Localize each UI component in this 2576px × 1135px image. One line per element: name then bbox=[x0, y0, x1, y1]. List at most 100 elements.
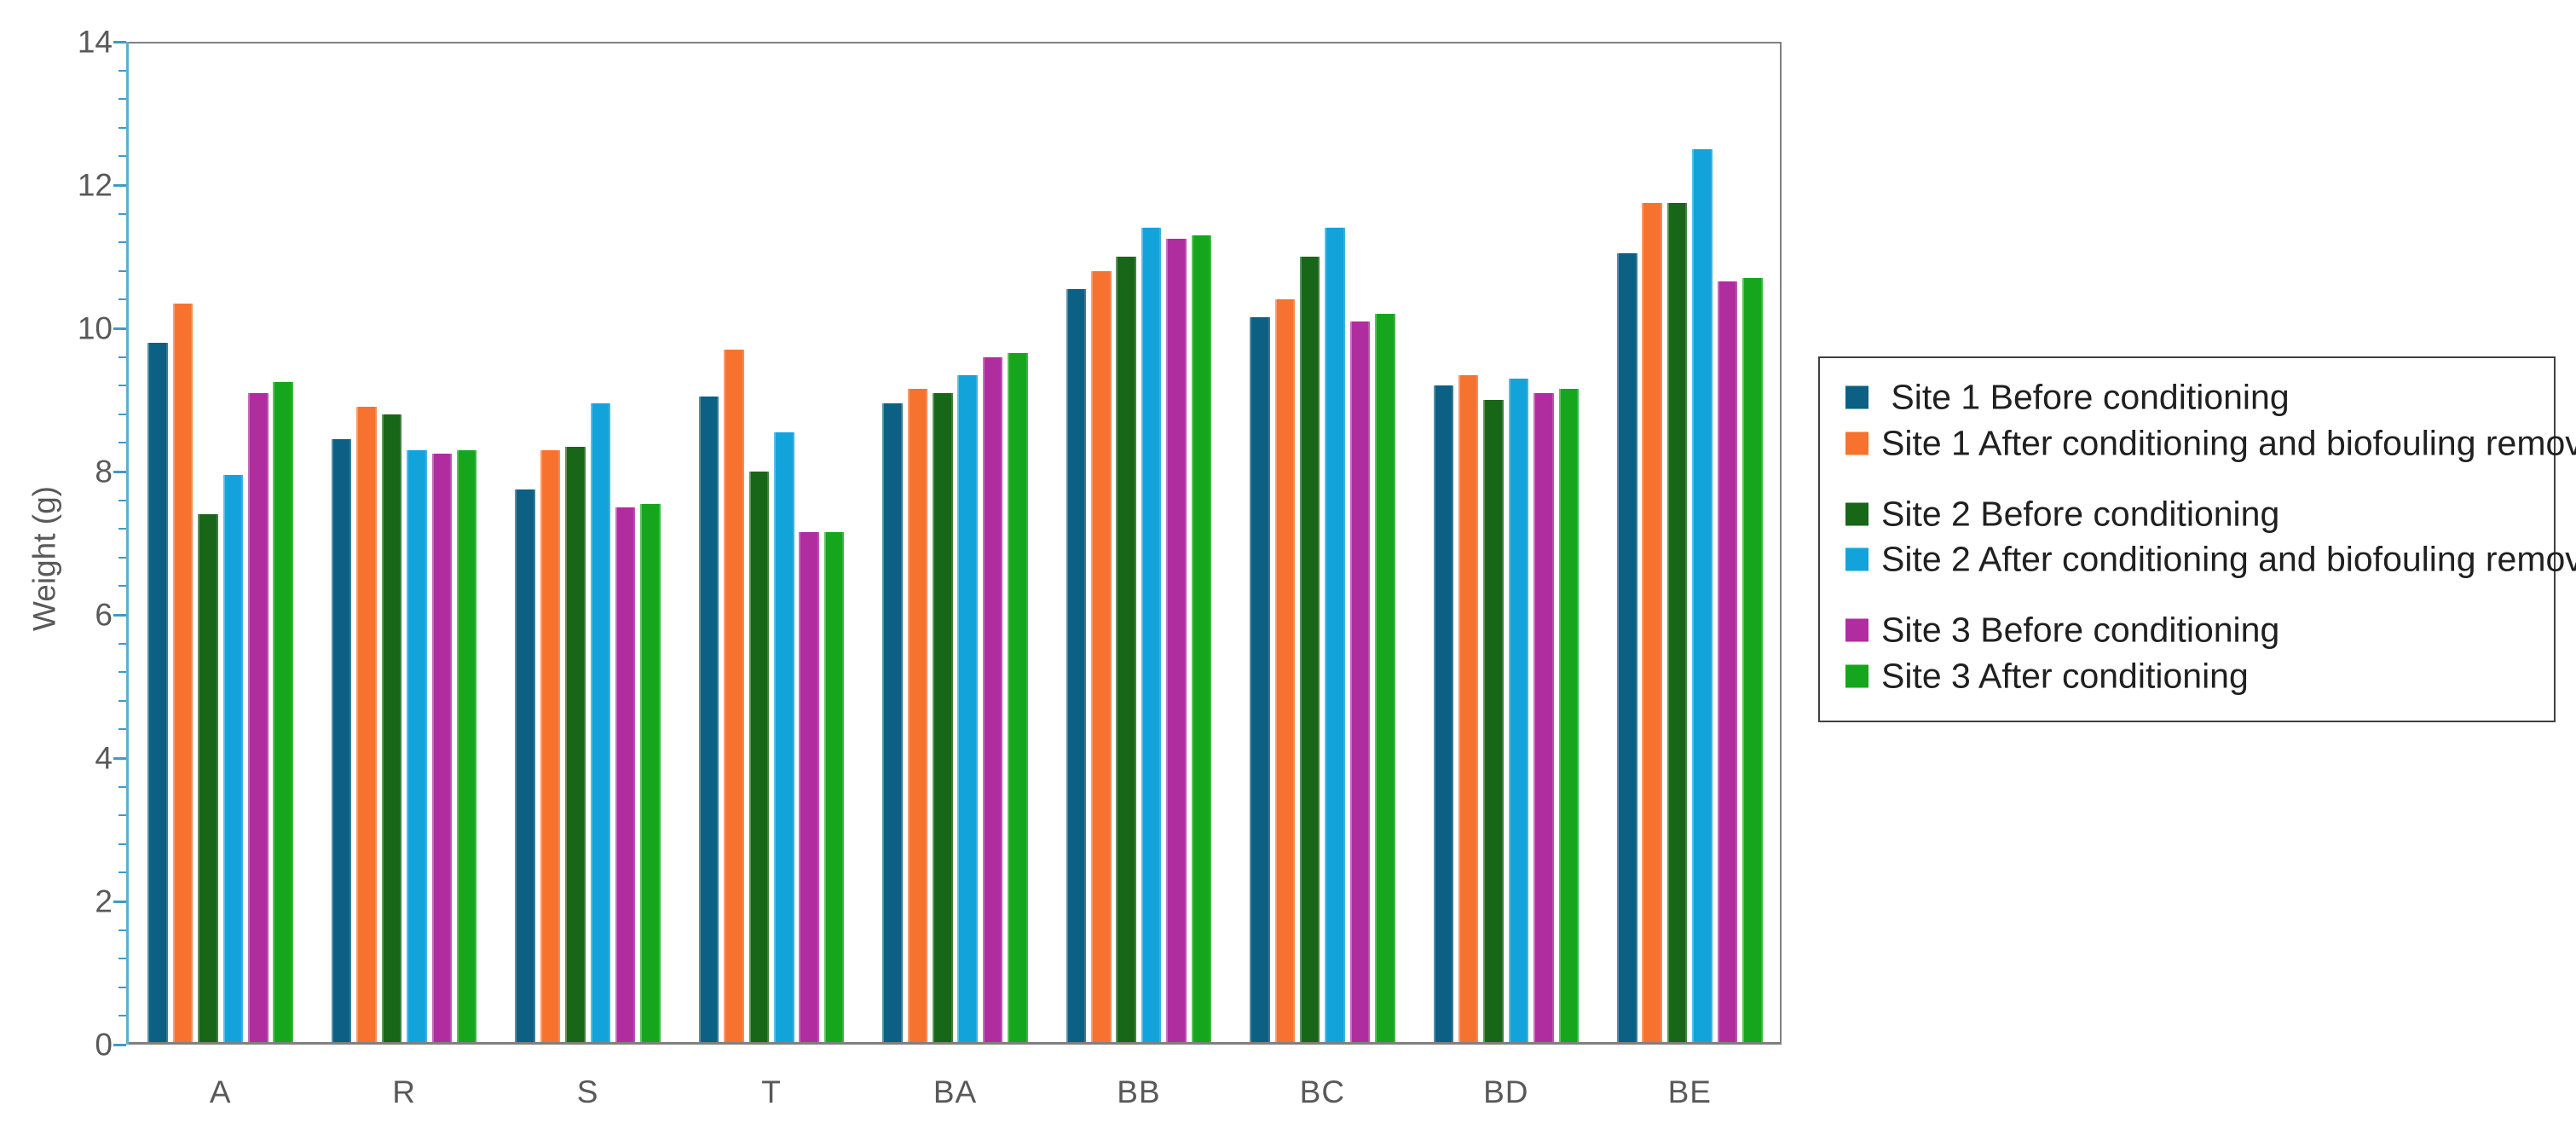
bar-BA-site3-after bbox=[1008, 353, 1028, 1042]
bar-BC-site3-before bbox=[1349, 321, 1371, 1042]
bar-S-site1-after bbox=[540, 449, 561, 1042]
bar-BD-site3-after bbox=[1558, 389, 1580, 1042]
bar-BB-site2-after bbox=[1141, 228, 1162, 1042]
bar-BA-site1-before bbox=[882, 403, 903, 1042]
y-minor-tick bbox=[118, 1015, 126, 1017]
y-minor-tick bbox=[118, 929, 126, 931]
bar-T-site2-after bbox=[774, 431, 794, 1042]
bar-T-site2-before bbox=[748, 472, 770, 1042]
y-tick-label: 8 bbox=[95, 454, 113, 489]
x-tick-label-BA: BA bbox=[933, 1074, 978, 1109]
legend-swatch-site3-after bbox=[1845, 664, 1868, 687]
bar-S-site2-before bbox=[565, 446, 586, 1042]
bar-BE-site1-before bbox=[1617, 252, 1637, 1042]
y-major-tick bbox=[113, 757, 126, 760]
y-minor-tick bbox=[118, 298, 126, 301]
y-tick-label: 4 bbox=[95, 740, 113, 776]
bar-BE-site2-after bbox=[1692, 149, 1713, 1042]
bar-R-site3-after bbox=[456, 449, 477, 1042]
bar-BE-site3-after bbox=[1742, 278, 1763, 1042]
y-minor-tick bbox=[118, 556, 126, 559]
bar-BC-site1-before bbox=[1250, 317, 1270, 1042]
x-tick-label-BC: BC bbox=[1299, 1074, 1346, 1109]
bar-T-site3-before bbox=[799, 532, 819, 1042]
y-minor-tick bbox=[118, 69, 126, 72]
legend-item-site3-after: Site 3 After conditioning bbox=[1820, 653, 2554, 699]
bar-BD-site1-after bbox=[1458, 374, 1479, 1042]
plot-area bbox=[129, 42, 1782, 1045]
legend-label-site3-before: Site 3 Before conditioning bbox=[1881, 610, 2280, 650]
x-tick-label-R: R bbox=[392, 1074, 417, 1109]
bar-BB-site2-before bbox=[1116, 257, 1136, 1042]
legend-item-site1-after: Site 1 After conditioning and biofouling… bbox=[1820, 420, 2576, 466]
legend-label-site1-after: Site 1 After conditioning and biofouling… bbox=[1881, 423, 2576, 462]
bar-BB-site1-after bbox=[1091, 270, 1112, 1042]
y-minor-tick bbox=[118, 814, 126, 817]
bar-R-site2-after bbox=[407, 449, 427, 1042]
bar-BC-site1-after bbox=[1274, 299, 1296, 1042]
y-minor-tick bbox=[118, 785, 126, 788]
bar-R-site3-before bbox=[431, 454, 453, 1042]
bar-R-site1-after bbox=[356, 407, 377, 1042]
y-minor-tick bbox=[118, 241, 126, 244]
y-minor-tick bbox=[118, 843, 126, 845]
x-tick-label-BD: BD bbox=[1483, 1074, 1529, 1109]
y-minor-tick bbox=[118, 958, 126, 960]
y-major-tick bbox=[113, 1044, 126, 1046]
y-minor-tick bbox=[118, 671, 126, 674]
bar-BE-site2-before bbox=[1666, 203, 1688, 1042]
y-tick-label: 6 bbox=[95, 597, 113, 633]
legend-label-site2-after: Site 2 After conditioning and biofouling… bbox=[1881, 539, 2576, 579]
x-tick-label-T: T bbox=[761, 1074, 782, 1109]
legend-label-site3-after: Site 3 After conditioning bbox=[1881, 656, 2249, 695]
bar-BD-site1-before bbox=[1433, 385, 1454, 1042]
x-tick-label-BE: BE bbox=[1667, 1074, 1712, 1109]
bar-BA-site3-before bbox=[982, 356, 1003, 1042]
legend: Site 1 Before conditioning Site 1 After c… bbox=[1818, 356, 2576, 722]
y-major-tick bbox=[113, 471, 126, 473]
bar-A-site1-before bbox=[147, 342, 168, 1042]
y-minor-tick bbox=[118, 385, 126, 387]
bar-A-site3-before bbox=[248, 392, 269, 1042]
x-tick-label-A: A bbox=[209, 1074, 232, 1109]
y-minor-tick bbox=[118, 986, 126, 988]
legend-swatch-site1-before bbox=[1845, 385, 1868, 409]
bar-BA-site2-after bbox=[957, 374, 978, 1042]
y-minor-tick bbox=[118, 872, 126, 874]
bar-R-site1-before bbox=[331, 439, 352, 1042]
y-major-tick bbox=[113, 41, 126, 43]
bar-BB-site1-before bbox=[1066, 288, 1087, 1042]
y-tick-label: 0 bbox=[95, 1027, 113, 1063]
bar-S-site3-after bbox=[640, 503, 661, 1042]
legend-item-site2-after: Site 2 After conditioning and biofouling… bbox=[1820, 536, 2576, 582]
x-tick-label-S: S bbox=[576, 1074, 599, 1109]
y-tick-label: 12 bbox=[77, 167, 113, 203]
legend-swatch-site2-before bbox=[1845, 502, 1868, 525]
legend-swatch-site1-after bbox=[1845, 431, 1868, 455]
y-tick-label: 2 bbox=[95, 883, 113, 919]
bar-T-site3-after bbox=[823, 532, 845, 1042]
y-minor-tick bbox=[118, 442, 126, 444]
bar-BD-site3-before bbox=[1533, 392, 1554, 1042]
bar-BB-site3-after bbox=[1191, 235, 1212, 1042]
y-minor-tick bbox=[118, 356, 126, 358]
y-minor-tick bbox=[118, 155, 126, 158]
bar-R-site2-before bbox=[381, 414, 402, 1042]
bar-T-site1-before bbox=[698, 396, 719, 1042]
bar-BD-site2-before bbox=[1483, 400, 1504, 1042]
bar-BE-site1-after bbox=[1642, 203, 1662, 1042]
y-minor-tick bbox=[118, 212, 126, 215]
bar-BA-site1-after bbox=[907, 389, 928, 1042]
y-minor-tick bbox=[118, 269, 126, 272]
x-tick-label-BB: BB bbox=[1117, 1074, 1161, 1109]
bar-T-site1-after bbox=[724, 350, 744, 1042]
legend-item-site3-before: Site 3 Before conditioning bbox=[1820, 607, 2554, 653]
y-minor-tick bbox=[118, 585, 126, 588]
y-major-tick bbox=[113, 184, 126, 187]
y-minor-tick bbox=[118, 642, 126, 645]
bar-BC-site2-after bbox=[1325, 228, 1345, 1042]
bar-BC-site3-after bbox=[1375, 314, 1395, 1042]
bar-S-site3-before bbox=[615, 507, 636, 1042]
y-minor-tick bbox=[118, 126, 126, 129]
